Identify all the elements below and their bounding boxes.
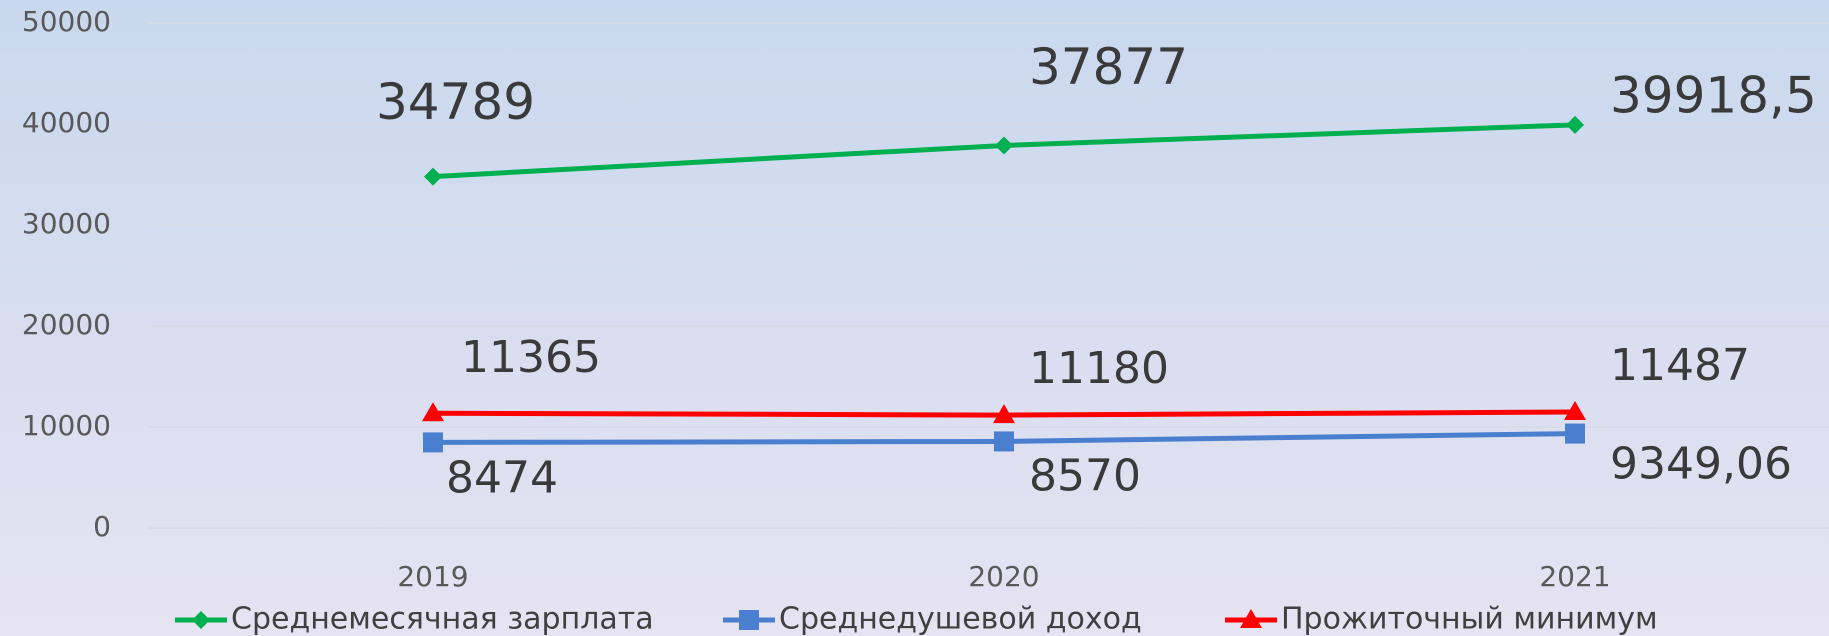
legend-label: Среднедушевой доход [779,602,1142,636]
marker [1565,424,1585,444]
y-tick-label: 10000 [22,409,111,442]
y-tick-label: 40000 [22,106,111,139]
data-label: 34789 [376,73,535,131]
data-label: 11487 [1610,340,1750,391]
chart: 34789 37877 39918,5 8474 8570 9349,06 11365 111… [0,0,1829,636]
data-label: 39918,5 [1610,66,1817,124]
y-tick-label: 0 [93,510,111,543]
data-label: 11365 [461,332,601,383]
data-label: 8570 [1029,450,1141,501]
data-label: 11180 [1029,343,1169,394]
y-tick-label: 50000 [22,5,111,38]
x-tick-label: 2019 [397,560,468,593]
data-label: 37877 [1029,38,1188,96]
legend-label: Среднемесячная зарплата [231,602,654,636]
legend-label: Прожиточный минимум [1281,602,1658,636]
marker [739,610,759,630]
x-tick-label: 2020 [968,560,1039,593]
x-tick-label: 2021 [1539,560,1610,593]
background [0,0,1829,636]
marker [423,432,443,452]
data-label: 9349,06 [1610,439,1792,490]
y-tick-label: 20000 [22,308,111,341]
marker [994,431,1014,451]
y-tick-label: 30000 [22,207,111,240]
data-label: 8474 [446,452,558,503]
